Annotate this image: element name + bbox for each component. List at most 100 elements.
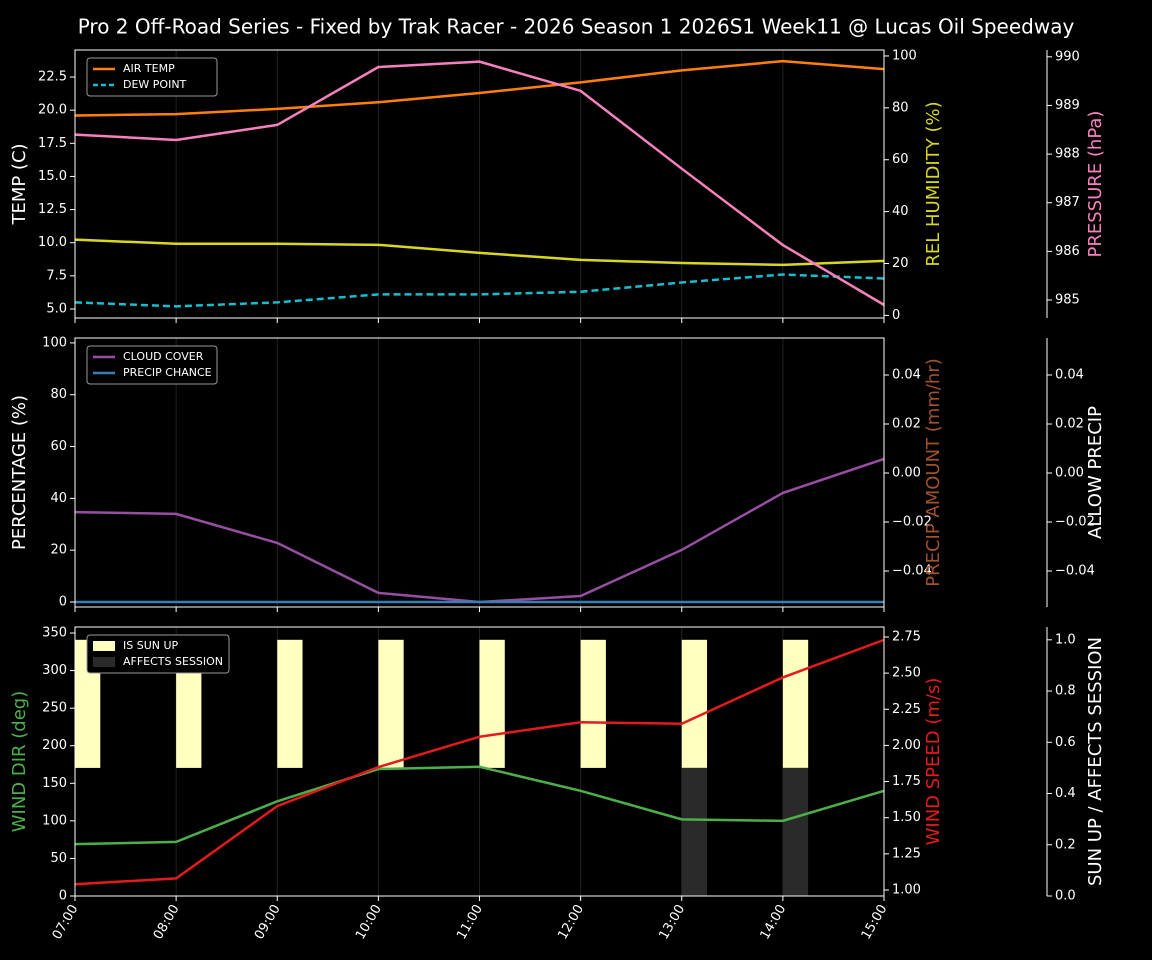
series-line [74,638,885,886]
y-tick-label: 15.0 [38,169,67,184]
y-axis-label: TEMP (C) [9,143,30,225]
legend-label: IS SUN UP [123,639,179,652]
y2-tick-label: 1.75 [892,774,921,789]
y-tick-label: 60 [50,439,67,454]
y3-tick-label: 0.04 [1055,367,1084,382]
y2-axis-label: WIND SPEED (m/s) [923,678,944,846]
y-tick-label: 200 [42,738,67,753]
y-tick-label: 0 [59,889,67,904]
series-line [74,59,885,117]
y-tick-label: 12.5 [38,202,67,217]
y-tick-label: 300 [42,663,67,678]
x-tick-label: 07:00 [50,902,82,942]
y3-axis-label: SUN UP / AFFECTS SESSION [1085,637,1106,886]
y2-tick-label: 2.00 [892,738,921,753]
y-tick-label: 50 [50,851,67,866]
y2-tick-label: 100 [892,48,917,63]
y-tick-label: 5.0 [46,301,67,316]
legend: CLOUD COVER PRECIP CHANCE [86,345,218,385]
y2-tick-label: 0 [892,308,900,323]
bar [782,767,809,896]
y-tick-label: 7.5 [46,268,67,283]
x-tick-label: 14:00 [758,902,790,942]
legend-box [86,345,218,385]
x-tick-label: 09:00 [252,902,284,942]
y2-tick-label: 60 [892,152,909,167]
bar [277,639,303,768]
y2-axis-label: PRECIP AMOUNT (mm/hr) [923,358,944,587]
legend-swatch [93,657,115,667]
y2-tick-label: 0.00 [892,465,921,480]
bar [580,639,606,768]
legend: IS SUN UP AFFECTS SESSION [86,634,230,674]
y-tick-label: 250 [42,701,67,716]
y-tick-label: 100 [42,335,67,350]
chart-title: Pro 2 Off-Road Series - Fixed by Trak Ra… [78,15,1075,39]
y3-tick-label: 1.0 [1055,632,1076,647]
bar [479,639,505,768]
x-tick-label: 15:00 [859,902,891,942]
y-tick-label: 0 [59,594,67,609]
legend-label: PRECIP CHANCE [123,366,212,379]
y2-tick-label: 2.75 [892,629,921,644]
bar [681,639,708,768]
y-tick-label: 22.5 [38,70,67,85]
y3-tick-label: 0.02 [1055,416,1084,431]
y3-tick-label: 0.8 [1055,684,1076,699]
series-line [74,238,885,267]
legend-label: CLOUD COVER [123,350,204,363]
y3-tick-label: 988 [1055,147,1080,162]
legend-box [86,57,218,97]
x-tick-label: 13:00 [657,902,689,942]
y2-tick-label: 2.25 [892,702,921,717]
y-tick-label: 20 [50,543,67,558]
y-tick-label: 10.0 [38,235,67,250]
y2-tick-label: 1.00 [892,882,921,897]
y2-tick-label: 0.02 [892,416,921,431]
series-line [74,765,885,846]
y3-tick-label: 990 [1055,49,1080,64]
y2-tick-label: 2.50 [892,666,921,681]
bar [378,639,404,768]
y-tick-label: 20.0 [38,103,67,118]
y-tick-label: 150 [42,776,67,791]
y2-tick-label: 40 [892,204,909,219]
y3-tick-label: 985 [1055,293,1080,308]
y-tick-label: 350 [42,626,67,641]
y3-tick-label: 987 [1055,195,1080,210]
legend-label: DEW POINT [123,78,187,91]
series-line [74,60,885,306]
y2-tick-label: −0.04 [892,563,932,578]
x-tick-label: 08:00 [151,902,183,942]
x-tick-label: 11:00 [454,902,486,942]
y3-axis-label: PRESSURE (hPa) [1085,111,1106,258]
legend-label: AFFECTS SESSION [123,655,223,668]
y2-tick-label: 1.50 [892,810,921,825]
plot-frame [74,49,885,319]
legend-swatch [93,641,115,651]
y3-tick-label: −0.04 [1055,563,1095,578]
y2-tick-label: 80 [892,100,909,115]
y3-tick-label: 0.4 [1055,786,1076,801]
y2-tick-label: 20 [892,256,909,271]
y3-tick-label: 0.2 [1055,837,1076,852]
y2-tick-label: 1.25 [892,846,921,861]
y2-axis-label: REL HUMIDITY (%) [923,101,944,266]
x-tick-label: 10:00 [353,902,385,942]
y3-tick-label: 0.0 [1055,889,1076,904]
y-tick-label: 80 [50,387,67,402]
legend: AIR TEMP DEW POINT [86,57,218,97]
y2-tick-label: −0.02 [892,514,932,529]
bar [681,767,708,896]
legend-label: AIR TEMP [123,62,175,75]
y3-tick-label: 986 [1055,244,1080,259]
y3-tick-label: 989 [1055,98,1080,113]
y-tick-label: 17.5 [38,136,67,151]
x-tick-label: 12:00 [555,902,587,942]
y-axis-label: WIND DIR (deg) [9,691,30,833]
y-tick-label: 100 [42,813,67,828]
legend-box [86,634,230,674]
series-line [74,273,885,308]
